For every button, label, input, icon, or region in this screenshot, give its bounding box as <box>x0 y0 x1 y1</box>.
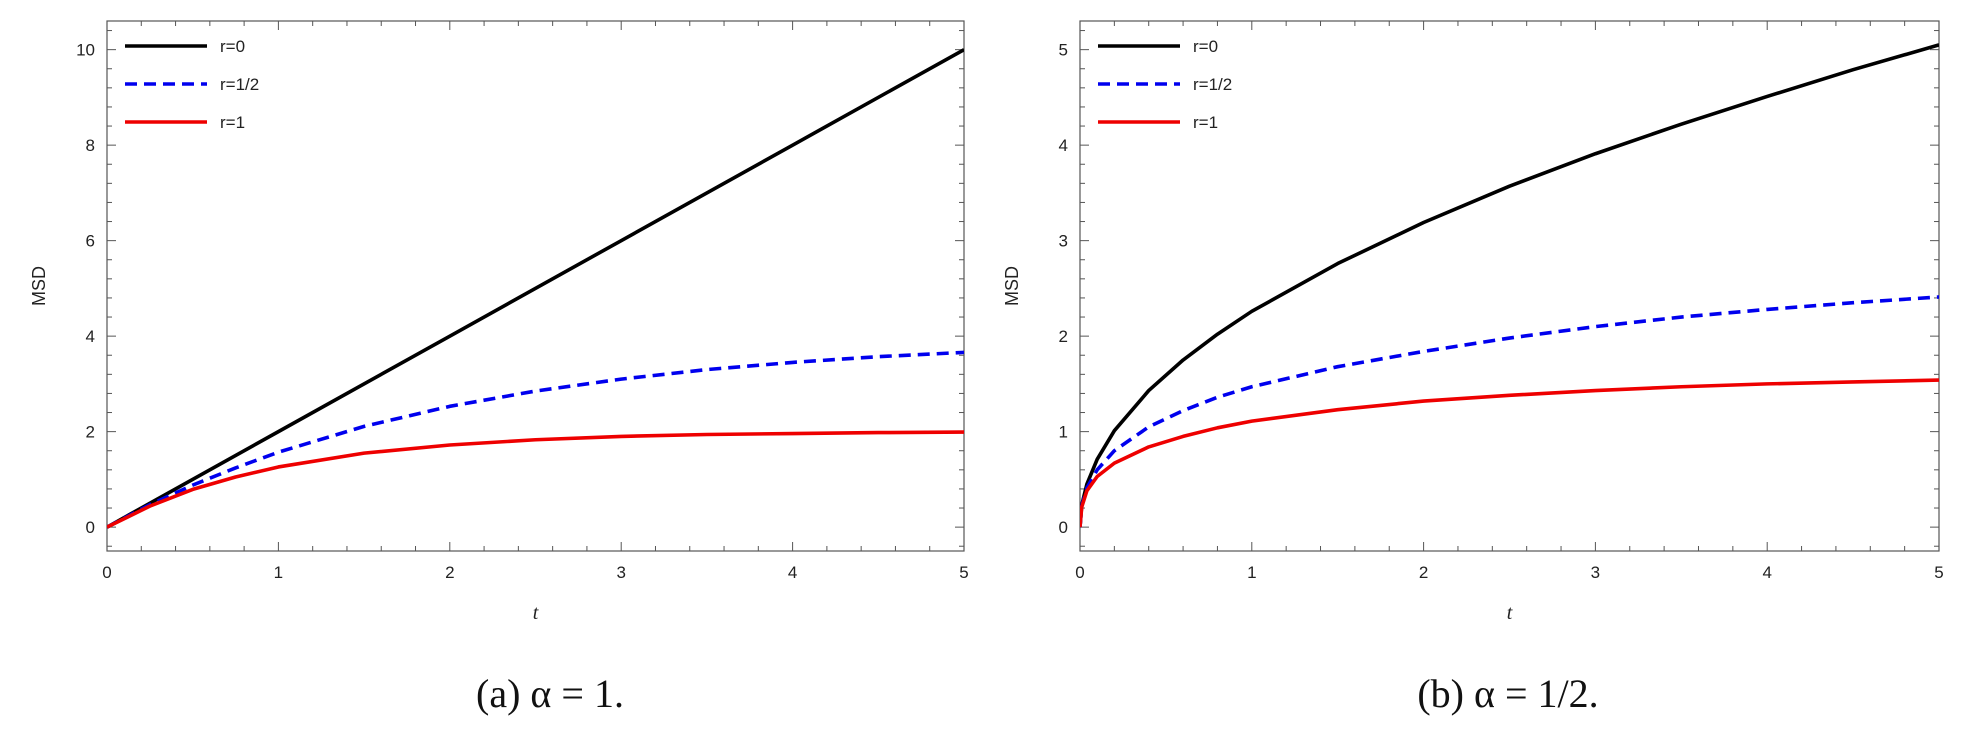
y-tick-label: 2 <box>1059 327 1068 346</box>
panel-b: 0 1 2 3 4 5 0 1 2 3 4 5 t MSD r=0 r=1/2 r=1 (b) α = 1/2. <box>1002 20 1944 716</box>
panel-caption: (a) α = 1. <box>476 671 624 716</box>
legend-label: r=1 <box>220 113 245 132</box>
x-axis-label: t <box>533 602 539 624</box>
x-tick-label: 3 <box>1591 563 1600 582</box>
legend-label: r=1 <box>1193 113 1218 132</box>
x-axis-label: t <box>1507 602 1513 624</box>
x-tick-label: 1 <box>274 563 283 582</box>
x-tick-label: 4 <box>1762 563 1771 582</box>
series-line-r-1-2 <box>107 350 964 529</box>
x-tick-label: 0 <box>102 563 111 582</box>
series-line-r-1 <box>107 430 964 529</box>
plot-frame <box>1079 20 1940 552</box>
x-tick-label: 5 <box>959 563 968 582</box>
y-tick-label: 4 <box>1059 136 1068 155</box>
legend-label: r=0 <box>220 37 245 56</box>
x-tick-label: 1 <box>1247 563 1256 582</box>
y-tick-label: 10 <box>76 41 95 60</box>
y-tick-label: 3 <box>1059 232 1068 251</box>
y-tick-label: 2 <box>86 423 95 442</box>
y-tick-label: 8 <box>86 136 95 155</box>
legend-label: r=1/2 <box>1193 75 1232 94</box>
x-tick-label: 4 <box>788 563 797 582</box>
y-axis-label: MSD <box>29 266 49 306</box>
legend-label: r=1/2 <box>220 75 259 94</box>
series-line-r-0 <box>1080 43 1939 528</box>
panel-a: 0 1 2 3 4 5 0 2 4 6 8 10 t MSD r=0 r=1/2 r=1 (a) α = 1. <box>29 20 969 716</box>
y-tick-label: 0 <box>86 518 95 537</box>
x-tick-label: 2 <box>1419 563 1428 582</box>
panel-caption: (b) α = 1/2. <box>1417 671 1598 716</box>
y-tick-label: 6 <box>86 232 95 251</box>
x-tick-label: 3 <box>616 563 625 582</box>
series-line-r-1-2 <box>1080 295 1939 528</box>
x-tick-label: 2 <box>445 563 454 582</box>
y-tick-label: 1 <box>1059 423 1068 442</box>
series-line-r-1 <box>1080 378 1939 528</box>
x-tick-label: 5 <box>1934 563 1943 582</box>
y-axis-label: MSD <box>1002 266 1022 306</box>
y-tick-label: 5 <box>1059 41 1068 60</box>
x-tick-label: 0 <box>1075 563 1084 582</box>
series-line-r-0 <box>107 48 964 529</box>
y-tick-label: 0 <box>1059 518 1068 537</box>
legend-label: r=0 <box>1193 37 1218 56</box>
plot-frame <box>106 20 965 552</box>
y-tick-label: 4 <box>86 327 95 346</box>
